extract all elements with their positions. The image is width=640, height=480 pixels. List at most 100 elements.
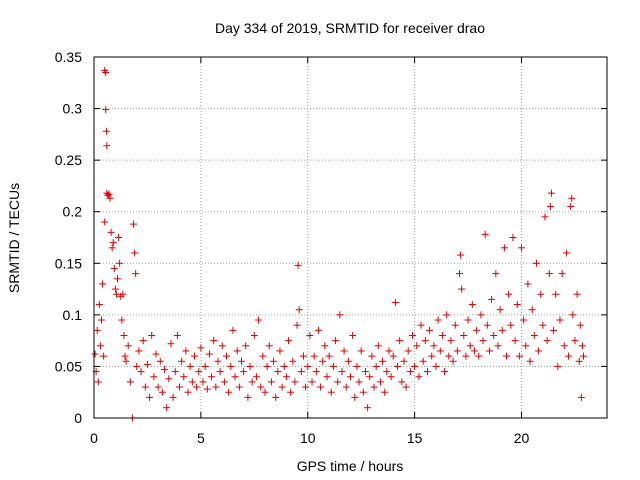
data-point	[248, 378, 256, 386]
data-point	[374, 342, 382, 350]
data-point	[513, 301, 521, 309]
data-point	[131, 249, 139, 257]
data-point	[146, 393, 154, 401]
data-point	[428, 352, 436, 360]
data-point	[255, 316, 263, 324]
data-point	[323, 373, 331, 381]
x-tick-label: 0	[90, 430, 98, 446]
data-point	[411, 362, 419, 370]
data-point	[252, 373, 260, 381]
data-point	[212, 383, 220, 391]
data-point	[473, 326, 481, 334]
data-point	[143, 360, 151, 368]
data-point	[267, 378, 275, 386]
data-point	[430, 342, 438, 350]
data-point	[445, 352, 453, 360]
data-point	[102, 106, 110, 114]
data-point	[265, 342, 273, 350]
data-point	[99, 280, 107, 288]
data-point	[180, 373, 188, 381]
data-point	[567, 203, 575, 211]
data-point	[434, 316, 442, 324]
data-point	[575, 357, 583, 365]
data-point	[509, 234, 517, 241]
y-axis-label: SRMTID / TECUs	[6, 183, 22, 293]
data-point	[139, 337, 147, 345]
data-point	[325, 352, 333, 360]
data-point	[576, 321, 584, 329]
data-point	[306, 331, 314, 339]
data-point	[229, 326, 237, 334]
data-point	[302, 383, 310, 391]
data-point	[396, 337, 404, 345]
data-point	[376, 378, 384, 386]
data-point	[112, 290, 120, 298]
data-point	[488, 295, 496, 303]
data-point	[197, 344, 205, 352]
data-point	[173, 331, 181, 339]
data-point	[195, 368, 203, 376]
data-point	[490, 331, 498, 339]
data-point	[310, 352, 318, 360]
data-point	[150, 373, 158, 381]
data-point	[119, 290, 127, 298]
data-point	[532, 259, 540, 267]
data-point	[237, 357, 245, 365]
data-point	[250, 331, 258, 339]
x-tick-labels: 0 5 10 15 20	[90, 430, 529, 446]
data-point	[539, 321, 547, 329]
data-point	[114, 275, 122, 283]
data-point	[176, 383, 183, 391]
data-point	[203, 385, 211, 393]
data-point	[299, 352, 307, 360]
data-point	[171, 368, 179, 376]
data-point	[118, 316, 126, 324]
data-point	[190, 352, 198, 360]
data-point	[577, 393, 585, 401]
data-point	[261, 388, 269, 396]
data-point	[500, 244, 508, 252]
data-point	[426, 326, 434, 334]
data-point	[359, 388, 367, 396]
data-point	[107, 228, 115, 236]
data-point	[285, 337, 293, 345]
data-point	[449, 357, 457, 365]
data-point	[556, 316, 564, 324]
data-point	[494, 342, 502, 350]
data-point	[347, 373, 354, 381]
data-point	[456, 270, 464, 278]
data-point	[545, 270, 553, 278]
data-point	[438, 331, 446, 339]
data-point	[293, 321, 301, 329]
data-point	[102, 127, 110, 135]
data-point	[231, 373, 239, 381]
data-point	[274, 368, 282, 376]
data-point	[109, 239, 117, 247]
data-point	[526, 357, 534, 365]
data-point	[460, 331, 468, 339]
data-point	[208, 373, 216, 381]
data-point	[167, 340, 175, 348]
data-point	[233, 347, 241, 355]
data-point	[115, 234, 123, 241]
data-point	[372, 362, 380, 370]
y-tick-label: 0.1	[63, 307, 83, 323]
data-point	[419, 357, 427, 365]
data-point	[102, 68, 110, 76]
data-point	[340, 347, 348, 355]
data-point	[423, 368, 431, 376]
data-point	[280, 362, 288, 370]
data-point	[432, 362, 440, 370]
data-point	[543, 337, 551, 345]
data-point	[154, 383, 162, 391]
data-point	[535, 347, 543, 355]
data-point	[381, 388, 389, 396]
data-point	[546, 203, 554, 211]
data-point	[353, 362, 361, 370]
y-tick-label: 0	[74, 410, 82, 426]
data-point	[105, 190, 113, 198]
data-point	[344, 357, 352, 365]
data-point	[242, 342, 250, 350]
data-point	[327, 388, 335, 396]
